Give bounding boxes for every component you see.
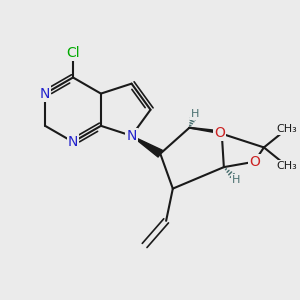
Text: CH₃: CH₃: [277, 124, 298, 134]
Polygon shape: [132, 136, 162, 157]
Text: O: O: [214, 126, 225, 140]
Text: N: N: [68, 135, 78, 149]
Text: O: O: [249, 155, 260, 169]
Text: Cl: Cl: [66, 46, 80, 60]
Text: N: N: [126, 129, 137, 143]
Text: H: H: [190, 109, 199, 119]
Text: N: N: [40, 87, 50, 100]
Text: H: H: [232, 175, 241, 185]
Text: CH₃: CH₃: [277, 161, 298, 171]
